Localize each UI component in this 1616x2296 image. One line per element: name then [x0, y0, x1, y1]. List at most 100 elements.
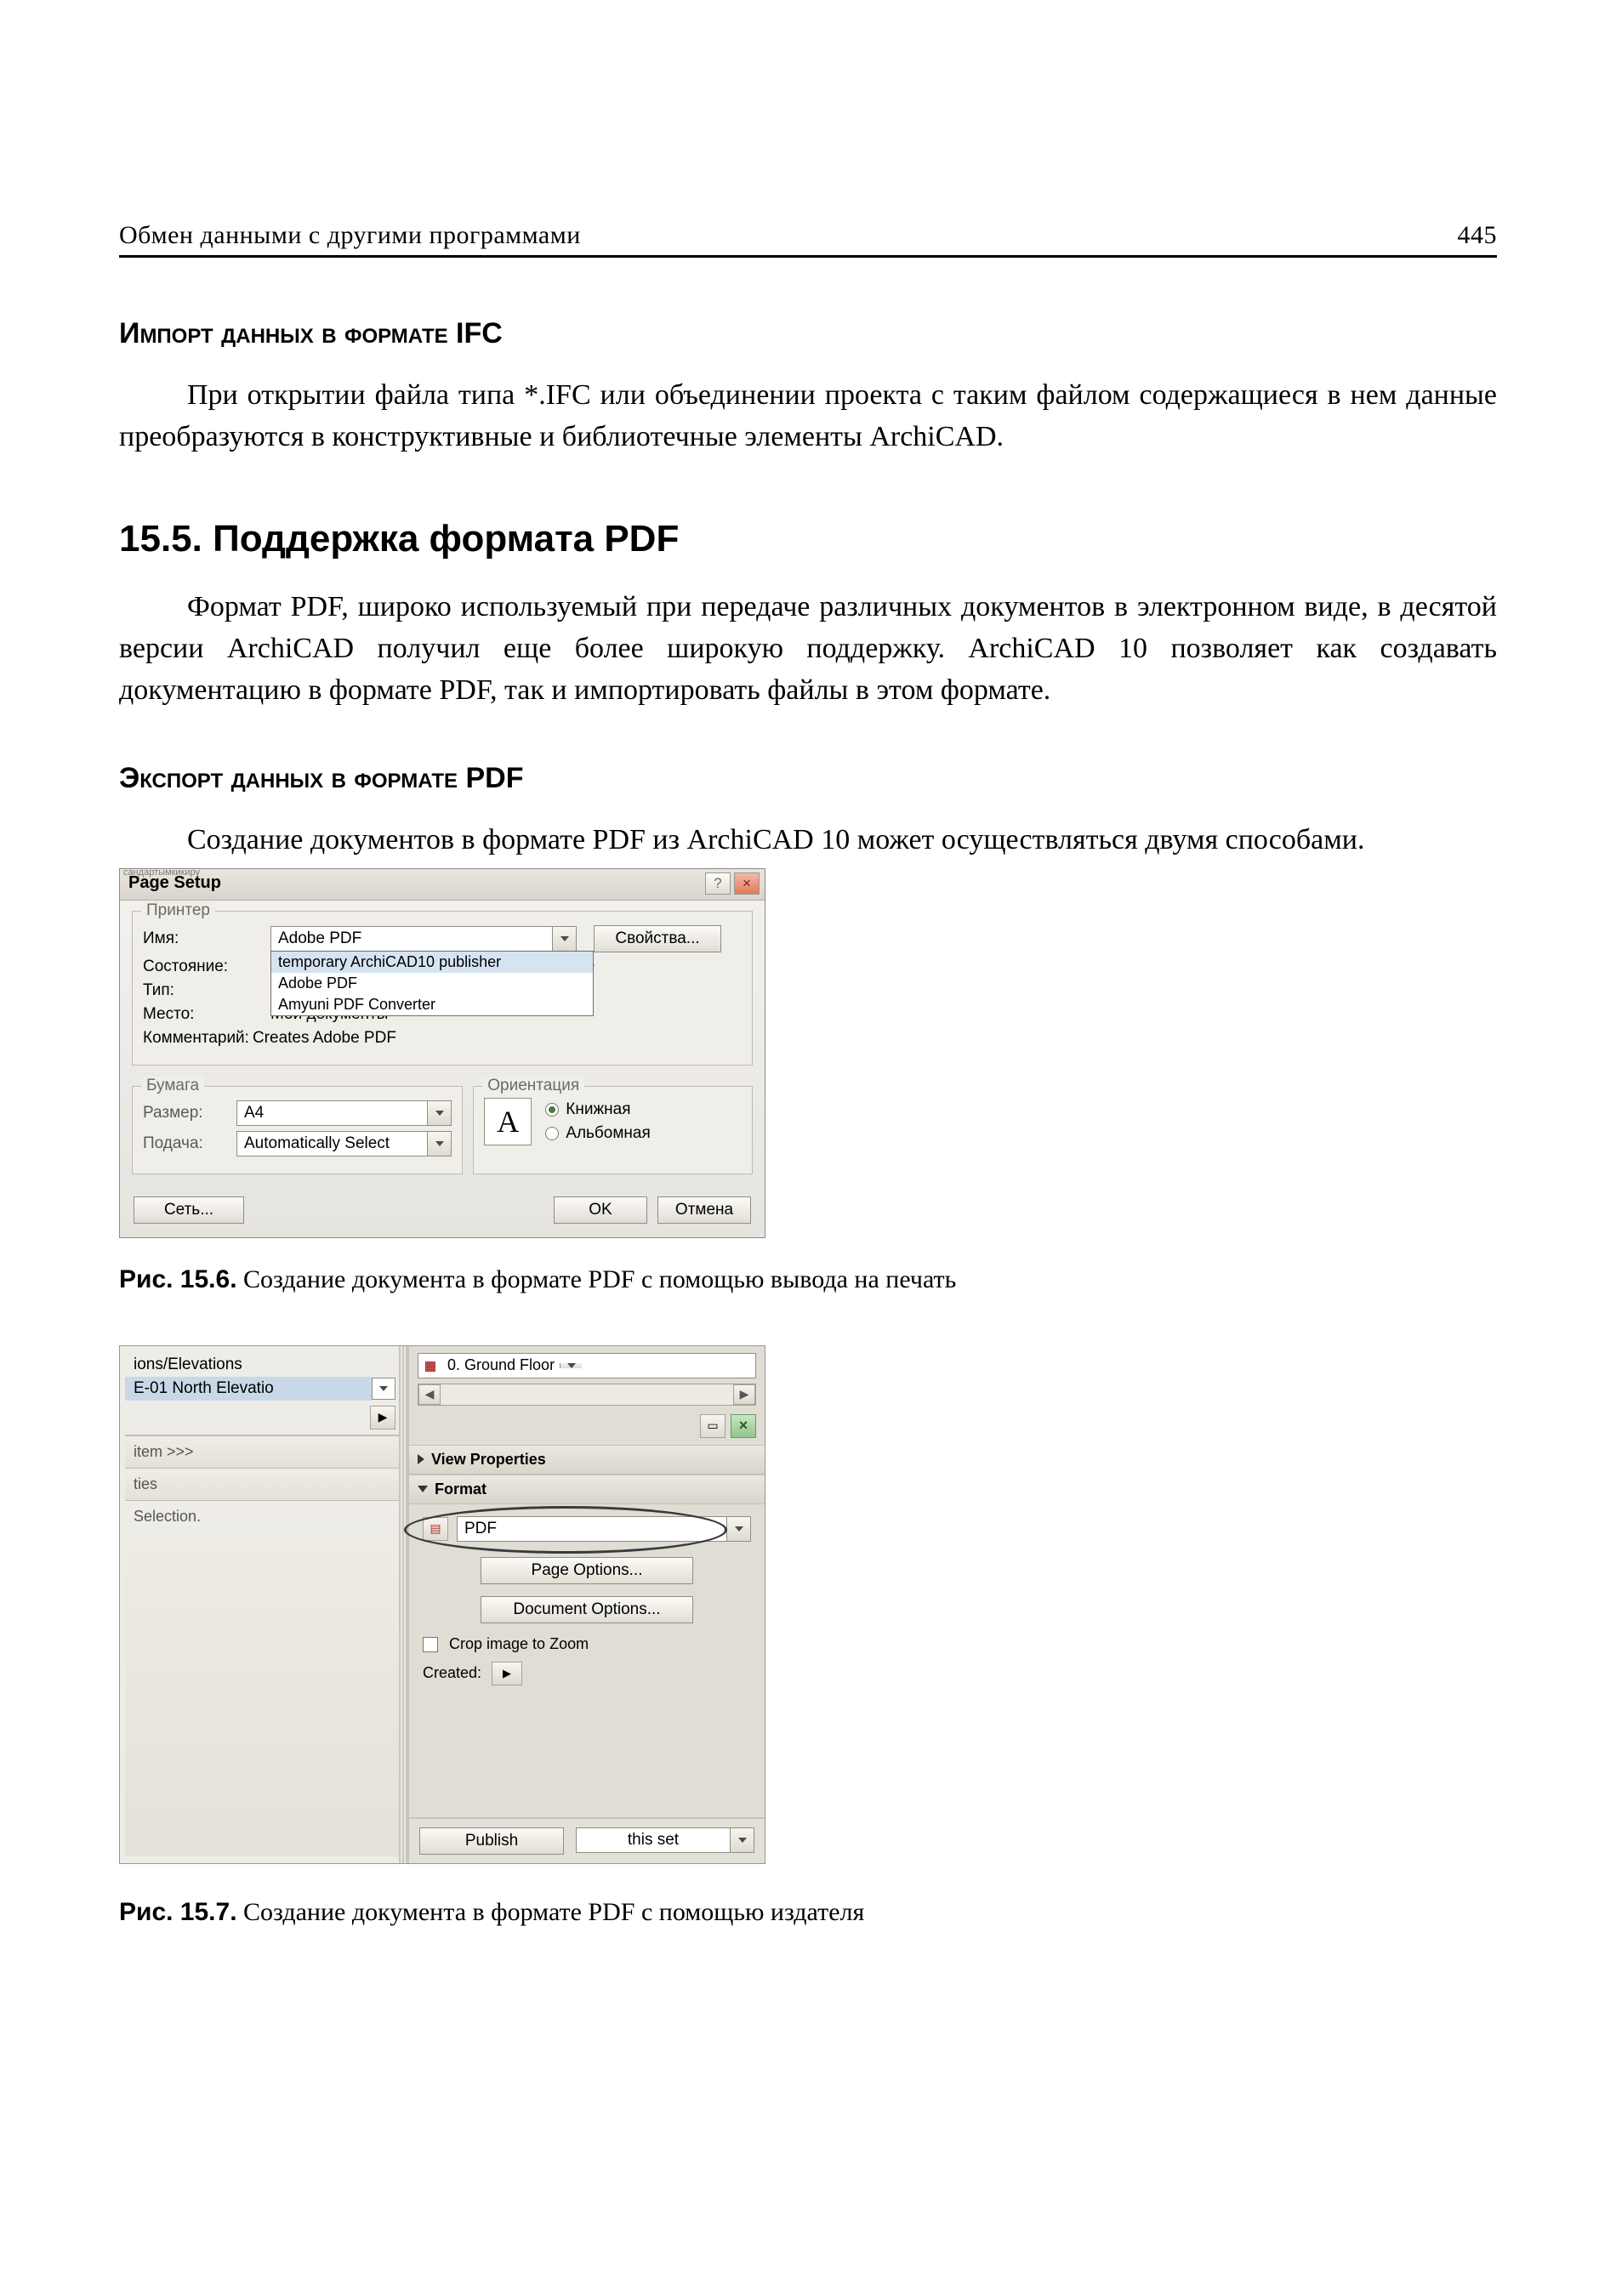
- document-options-button[interactable]: Document Options...: [481, 1596, 693, 1623]
- close-icon: ×: [739, 1417, 748, 1435]
- chevron-right-icon: ▶: [378, 1410, 388, 1424]
- orientation-legend: Ориентация: [482, 1077, 584, 1095]
- network-button[interactable]: Сеть...: [134, 1196, 244, 1224]
- label-landscape: Альбомная: [566, 1124, 651, 1143]
- para-export: Создание документов в формате PDF из Arc…: [119, 819, 1497, 861]
- label-comment: Комментарий:: [143, 1029, 249, 1048]
- publisher-right-pane: ▦ 0. Ground Floor ◀ ▶ ▭ × View Propertie…: [409, 1346, 765, 1863]
- paper-group: Бумага Размер: A4 Подача: Automatically …: [132, 1086, 463, 1174]
- ok-button[interactable]: OK: [554, 1196, 647, 1224]
- accordion-label: Format: [435, 1480, 487, 1498]
- label-name: Имя:: [143, 929, 270, 948]
- window-icon[interactable]: ▭: [700, 1414, 725, 1438]
- close-panel-button[interactable]: ×: [731, 1414, 756, 1438]
- chevron-right-icon: ▶: [503, 1667, 511, 1680]
- tree-item[interactable]: ions/Elevations: [125, 1353, 407, 1377]
- subsection-export-title: Экспорт данных в формате PDF: [119, 762, 1497, 795]
- cancel-button[interactable]: Отмена: [657, 1196, 751, 1224]
- publisher-bottom-bar: Publish this set: [409, 1817, 765, 1863]
- format-body: ▤ PDF Page Options... Document Options..…: [409, 1504, 765, 1694]
- section-155-title: 15.5. Поддержка формата PDF: [119, 518, 1497, 560]
- publisher-panel: ions/Elevations E-01 North Elevatio ▶ it…: [119, 1345, 765, 1864]
- floor-label: 0. Ground Floor: [442, 1356, 560, 1374]
- page-number: 445: [1458, 221, 1498, 250]
- radio-portrait[interactable]: Книжная: [545, 1100, 651, 1119]
- paper-feed-value: Automatically Select: [237, 1132, 427, 1156]
- properties-button[interactable]: Свойства...: [594, 925, 721, 952]
- section-selection[interactable]: Selection.: [125, 1500, 407, 1856]
- help-button[interactable]: ?: [705, 872, 731, 895]
- radio-icon: [545, 1103, 559, 1117]
- format-icon: ▤: [423, 1517, 448, 1541]
- format-combo[interactable]: PDF: [457, 1516, 751, 1542]
- page-options-button[interactable]: Page Options...: [481, 1557, 693, 1584]
- publisher-tree-pane: ions/Elevations E-01 North Elevatio ▶ it…: [120, 1346, 409, 1863]
- header-title: Обмен данными с другими программами: [119, 221, 581, 250]
- caption-15-7: Рис. 15.7. Создание документа в формате …: [119, 1898, 1497, 1927]
- accordion-label: View Properties: [431, 1451, 546, 1469]
- caption-15-6: Рис. 15.6. Создание документа в формате …: [119, 1265, 1497, 1294]
- page-header: Обмен данными с другими программами 445: [119, 221, 1497, 258]
- publish-scope-value: this set: [577, 1828, 730, 1852]
- format-value: PDF: [458, 1517, 726, 1541]
- accordion-view-properties[interactable]: View Properties: [409, 1445, 765, 1475]
- nav-right-button[interactable]: ▶: [370, 1406, 395, 1429]
- chevron-down-icon: [418, 1486, 428, 1492]
- tree-item-selected[interactable]: E-01 North Elevatio: [125, 1377, 372, 1401]
- floor-icon: ▦: [418, 1358, 442, 1373]
- label-feed: Подача:: [143, 1134, 236, 1153]
- chevron-down-icon[interactable]: [560, 1363, 582, 1368]
- label-place: Место:: [143, 1005, 270, 1024]
- printer-name-value: Adobe PDF: [271, 927, 552, 951]
- scroll-left-button[interactable]: ◀: [418, 1384, 441, 1405]
- radio-icon: [545, 1127, 559, 1140]
- titlebar-hint: сандартымкикиру: [123, 867, 200, 878]
- dropdown-option[interactable]: Amyuni PDF Converter: [271, 994, 593, 1015]
- radio-landscape[interactable]: Альбомная: [545, 1124, 651, 1143]
- section-ties[interactable]: ties: [125, 1468, 407, 1500]
- chevron-down-icon[interactable]: [427, 1101, 451, 1125]
- dropdown-option[interactable]: Adobe PDF: [271, 973, 593, 994]
- crop-checkbox-row[interactable]: Crop image to Zoom: [423, 1635, 751, 1653]
- scroll-right-button[interactable]: ▶: [733, 1384, 755, 1405]
- chevron-down-icon[interactable]: [552, 927, 576, 951]
- dialog-titlebar[interactable]: сандартымкикиру Page Setup ? ×: [120, 869, 765, 901]
- publish-button[interactable]: Publish: [419, 1827, 564, 1855]
- chevron-right-icon: [418, 1454, 424, 1464]
- horizontal-scrollbar[interactable]: ◀ ▶: [418, 1384, 756, 1406]
- label-status: Состояние:: [143, 958, 270, 976]
- printer-name-combo[interactable]: Adobe PDF: [270, 926, 577, 952]
- para-pdf: Формат PDF, широко используемый при пере…: [119, 586, 1497, 712]
- floor-combo[interactable]: ▦ 0. Ground Floor: [418, 1353, 756, 1378]
- dropdown-option[interactable]: temporary ArchiCAD10 publisher: [271, 952, 593, 973]
- paper-size-combo[interactable]: A4: [236, 1100, 452, 1126]
- orientation-group: Ориентация A Книжная Альбомная: [473, 1086, 753, 1174]
- paper-size-value: A4: [237, 1101, 427, 1125]
- label-size: Размер:: [143, 1104, 236, 1122]
- label-created: Created:: [423, 1664, 481, 1682]
- printer-group: Принтер Имя: Adobe PDF Свойства... tempo…: [132, 911, 753, 1066]
- paper-legend: Бумага: [141, 1077, 204, 1095]
- accordion-format[interactable]: Format: [409, 1475, 765, 1504]
- orientation-preview-icon: A: [484, 1098, 532, 1145]
- created-button[interactable]: ▶: [492, 1662, 522, 1685]
- checkbox-icon: [423, 1637, 438, 1652]
- printer-dropdown-list[interactable]: temporary ArchiCAD10 publisher Adobe PDF…: [270, 951, 594, 1016]
- chevron-down-icon[interactable]: [372, 1378, 395, 1400]
- label-portrait: Книжная: [566, 1100, 630, 1119]
- page-setup-dialog: сандартымкикиру Page Setup ? × Принтер И…: [119, 868, 765, 1238]
- chevron-down-icon[interactable]: [726, 1517, 750, 1541]
- publish-scope-combo[interactable]: this set: [576, 1827, 754, 1853]
- printer-legend: Принтер: [141, 901, 215, 920]
- pdf-icon: ▤: [430, 1521, 441, 1536]
- close-button[interactable]: ×: [734, 872, 760, 895]
- section-item[interactable]: item >>>: [125, 1435, 407, 1468]
- chevron-down-icon[interactable]: [730, 1828, 754, 1852]
- para-ifc: При открытии файла типа *.IFC или объеди…: [119, 374, 1497, 458]
- comment-value: Creates Adobe PDF: [253, 1029, 396, 1048]
- detach-icon: ▭: [707, 1418, 718, 1433]
- splitter-handle[interactable]: [399, 1346, 407, 1863]
- paper-feed-combo[interactable]: Automatically Select: [236, 1131, 452, 1157]
- crop-label: Crop image to Zoom: [449, 1635, 589, 1652]
- chevron-down-icon[interactable]: [427, 1132, 451, 1156]
